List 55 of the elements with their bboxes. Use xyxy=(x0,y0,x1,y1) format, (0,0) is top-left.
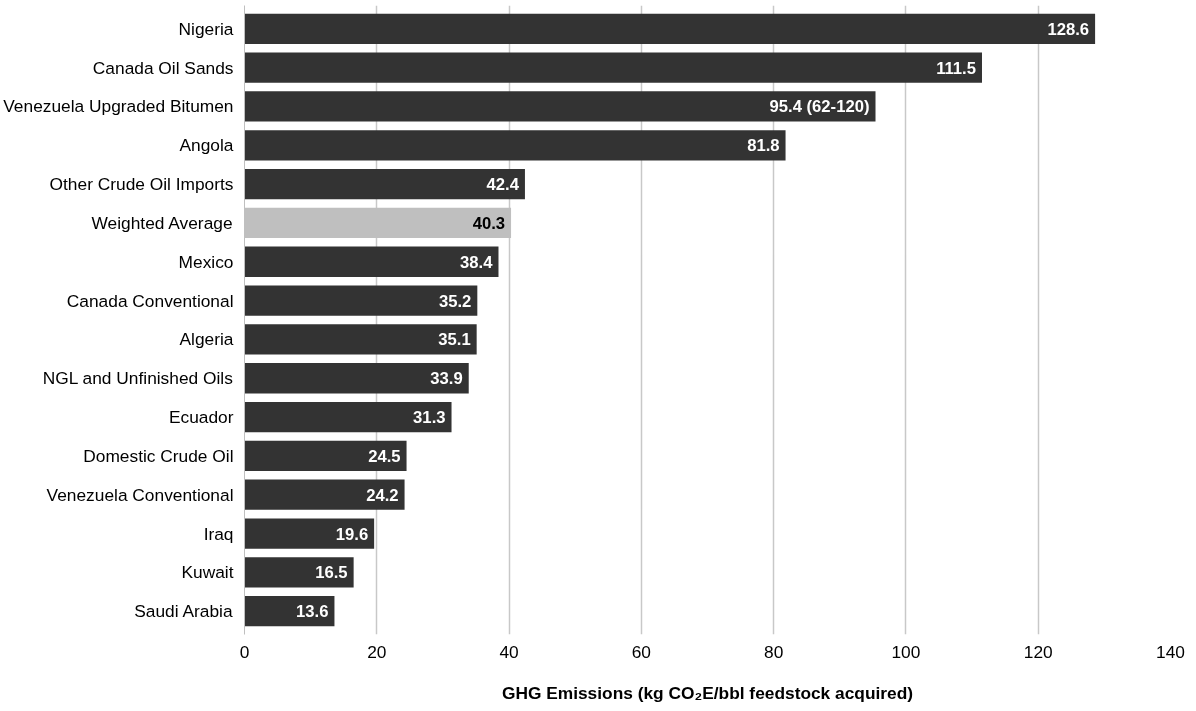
data-label: 13.6 xyxy=(296,602,329,622)
y-tick-label: Kuwait xyxy=(181,562,234,583)
bar xyxy=(244,285,478,316)
y-tick-label: Angola xyxy=(179,135,234,156)
y-tick-label: Ecuador xyxy=(168,407,234,428)
y-tick-label: Other Crude Oil Imports xyxy=(49,174,234,195)
y-tick-label: NGL and Unfinished Oils xyxy=(42,368,234,389)
x-tick-label: 120 xyxy=(1023,641,1053,662)
y-tick-label: Venezuela Upgraded Bitumen xyxy=(3,96,234,117)
x-tick-label: 100 xyxy=(891,641,921,662)
x-tick-label: 20 xyxy=(367,641,387,662)
bar xyxy=(244,168,525,200)
y-tick-label: Venezuela Conventional xyxy=(46,484,234,505)
y-tick-label: Algeria xyxy=(179,329,234,350)
bar xyxy=(244,324,477,355)
bar xyxy=(244,52,982,83)
data-label: 24.2 xyxy=(366,485,399,505)
data-label: 35.1 xyxy=(438,330,471,350)
bar xyxy=(244,479,405,510)
bar xyxy=(244,518,375,549)
data-label: 16.5 xyxy=(315,563,348,583)
y-tick-label: Saudi Arabia xyxy=(134,601,233,622)
x-tick-label: 140 xyxy=(1156,641,1185,662)
y-tick-label: Iraq xyxy=(203,523,234,544)
bar xyxy=(244,91,876,122)
data-label: 42.4 xyxy=(486,175,520,195)
data-label: 81.8 xyxy=(747,136,780,156)
y-tick-label: Domestic Crude Oil xyxy=(83,445,234,466)
bar xyxy=(244,557,354,588)
data-label: 31.3 xyxy=(413,408,446,428)
y-tick-label: Mexico xyxy=(178,251,234,272)
bar xyxy=(244,130,786,161)
y-tick-label: Weighted Average xyxy=(91,212,233,233)
data-label: 24.5 xyxy=(368,446,401,466)
y-tick-label: Canada Conventional xyxy=(66,290,234,311)
data-label: 35.2 xyxy=(438,291,472,311)
data-label: 128.6 xyxy=(1047,19,1090,39)
x-tick-label: 40 xyxy=(499,641,519,662)
bar xyxy=(244,401,452,433)
x-tick-label: 80 xyxy=(764,641,784,662)
bar xyxy=(244,440,407,472)
x-tick-label: 0 xyxy=(239,641,250,662)
bar xyxy=(244,13,1096,44)
x-tick-label: 60 xyxy=(631,641,651,662)
y-tick-label: Canada Oil Sands xyxy=(92,57,234,78)
data-label: 38.4 xyxy=(460,252,494,272)
bar xyxy=(244,363,469,394)
y-tick-label: Nigeria xyxy=(178,18,234,39)
bar xyxy=(244,246,499,277)
data-label: 40.3 xyxy=(472,213,506,233)
data-label: 95.4 (62-120) xyxy=(769,96,870,116)
x-axis-title: GHG Emissions (kg CO₂E/bbl feedstock acquired) xyxy=(501,682,914,703)
data-label: 111.5 xyxy=(936,58,976,78)
data-label: 33.9 xyxy=(430,369,463,389)
data-label: 19.6 xyxy=(335,524,369,544)
